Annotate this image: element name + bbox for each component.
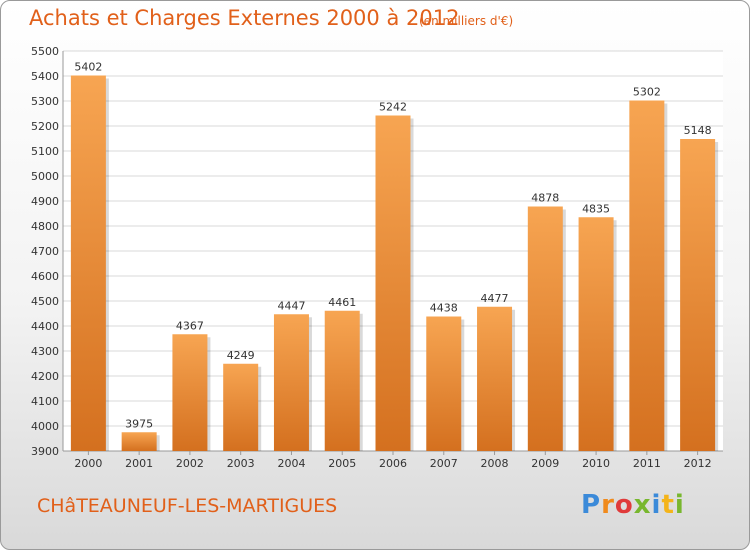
y-tick-label: 3900 xyxy=(31,445,59,458)
y-tick-label: 4300 xyxy=(31,345,59,358)
bar-value-label: 4447 xyxy=(277,299,305,312)
y-tick-label: 5100 xyxy=(31,145,59,158)
y-tick-label: 4800 xyxy=(31,220,59,233)
x-tick-label: 2008 xyxy=(481,457,509,470)
logo-letter: i xyxy=(651,490,662,520)
x-tick-label: 2006 xyxy=(379,457,407,470)
bar-value-label: 5302 xyxy=(633,86,661,99)
x-tick-label: 2001 xyxy=(125,457,153,470)
bar xyxy=(477,306,513,451)
chart-title: Achats et Charges Externes 2000 à 2012 xyxy=(29,6,460,30)
bar xyxy=(70,75,106,451)
bar xyxy=(223,363,259,451)
bar-value-label: 4878 xyxy=(531,192,559,205)
y-tick-label: 4500 xyxy=(31,295,59,308)
x-tick-label: 2005 xyxy=(328,457,356,470)
logo-letter: P xyxy=(581,490,602,520)
bar-value-label: 4438 xyxy=(430,302,458,315)
y-tick-label: 4000 xyxy=(31,420,59,433)
proxiti-logo: Proxiti xyxy=(581,490,685,520)
bar xyxy=(324,310,360,451)
logo-letter: i xyxy=(674,490,685,520)
x-axis: 2000 2001 2002 2003 2004 2005 2006 2007 2008 2009… xyxy=(74,451,712,470)
y-tick-label: 4600 xyxy=(31,270,59,283)
logo-letter: o xyxy=(614,490,634,520)
y-tick-label: 5400 xyxy=(31,70,59,83)
logo-letter: t xyxy=(661,490,675,520)
bar xyxy=(375,115,411,451)
x-tick-label: 2002 xyxy=(176,457,204,470)
bar-value-label: 4477 xyxy=(481,292,509,305)
bar-value-label: 5242 xyxy=(379,101,407,114)
y-tick-label: 4400 xyxy=(31,320,59,333)
bar-series: 5402 3975 4367 4249 4447 4461 5242 4438 4477 4878… xyxy=(70,61,719,451)
y-tick-label: 5200 xyxy=(31,120,59,133)
city-name: CHâTEAUNEUF-LES-MARTIGUES xyxy=(37,495,338,517)
bar xyxy=(426,316,462,451)
y-tick-label: 5500 xyxy=(31,45,59,58)
y-axis: 3900 4000 4100 4200 4300 4400 4500 4600 4700 4800… xyxy=(31,45,723,458)
bar xyxy=(680,139,716,451)
bar-value-label: 4461 xyxy=(328,296,356,309)
bar xyxy=(578,217,614,451)
y-tick-label: 5300 xyxy=(31,95,59,108)
logo-letter: x xyxy=(633,490,652,520)
y-tick-label: 4200 xyxy=(31,370,59,383)
x-tick-label: 2004 xyxy=(277,457,305,470)
y-tick-label: 4700 xyxy=(31,245,59,258)
bar xyxy=(629,100,665,451)
logo-letter: r xyxy=(601,490,615,520)
x-tick-label: 2007 xyxy=(430,457,458,470)
bar-value-label: 3975 xyxy=(125,417,153,430)
bar xyxy=(172,334,208,451)
bar-value-label: 4249 xyxy=(227,349,255,362)
bar-value-label: 5402 xyxy=(74,61,102,74)
x-tick-label: 2003 xyxy=(227,457,255,470)
bar-value-label: 5148 xyxy=(684,124,712,137)
x-tick-label: 2010 xyxy=(582,457,610,470)
bar-value-label: 4835 xyxy=(582,202,610,215)
x-tick-label: 2000 xyxy=(74,457,102,470)
y-tick-label: 4100 xyxy=(31,395,59,408)
bar xyxy=(527,206,563,451)
bar xyxy=(121,432,157,451)
y-tick-label: 5000 xyxy=(31,170,59,183)
x-tick-label: 2009 xyxy=(531,457,559,470)
x-tick-label: 2011 xyxy=(633,457,661,470)
chart-subtitle: (en milliers d'€) xyxy=(419,14,514,28)
bar xyxy=(273,314,309,451)
x-tick-label: 2012 xyxy=(684,457,712,470)
bar-value-label: 4367 xyxy=(176,319,204,332)
y-tick-label: 4900 xyxy=(31,195,59,208)
